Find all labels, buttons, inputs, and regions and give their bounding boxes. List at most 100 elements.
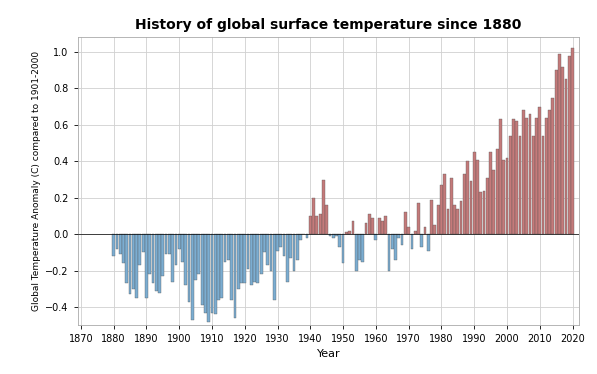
Bar (555, 70, 558, 234)
Bar (348, 231, 351, 234)
Bar (338, 234, 341, 247)
Bar (414, 231, 417, 234)
Y-axis label: Global Temperature Anomaly (C) compared to 1901-2000: Global Temperature Anomaly (C) compared … (32, 51, 41, 312)
Bar (260, 234, 263, 275)
Bar (132, 234, 135, 289)
Bar (411, 234, 413, 249)
Bar (473, 152, 476, 234)
Bar (398, 234, 400, 238)
Bar (250, 234, 253, 285)
Bar (165, 234, 168, 254)
Bar (129, 234, 131, 294)
Bar (233, 234, 236, 318)
Bar (184, 234, 187, 285)
Bar (204, 234, 207, 313)
Bar (394, 234, 397, 260)
Bar (345, 232, 348, 234)
Bar (112, 234, 115, 256)
Bar (469, 181, 472, 234)
Bar (257, 234, 259, 283)
Bar (457, 209, 459, 234)
Bar (496, 148, 498, 234)
Bar (237, 234, 239, 289)
Bar (522, 110, 525, 234)
Bar (532, 136, 534, 234)
Bar (135, 234, 138, 298)
Bar (371, 218, 374, 234)
Bar (224, 234, 226, 261)
Bar (220, 234, 223, 298)
Bar (116, 234, 118, 249)
Bar (528, 114, 531, 234)
Bar (227, 234, 230, 260)
Bar (466, 161, 469, 234)
Bar (447, 209, 450, 234)
Bar (424, 227, 426, 234)
Bar (453, 205, 456, 234)
Bar (519, 136, 522, 234)
Bar (420, 234, 423, 247)
Bar (381, 221, 384, 234)
Bar (279, 234, 282, 247)
Bar (541, 136, 544, 234)
Bar (139, 234, 141, 265)
Bar (230, 234, 233, 300)
Bar (319, 214, 322, 234)
Bar (312, 198, 315, 234)
Bar (476, 160, 479, 234)
Bar (391, 234, 393, 249)
Bar (525, 117, 528, 234)
X-axis label: Year: Year (316, 349, 340, 359)
Bar (427, 234, 430, 251)
Bar (290, 234, 292, 258)
Bar (374, 234, 377, 240)
Bar (506, 158, 509, 234)
Bar (430, 200, 433, 234)
Bar (119, 234, 122, 254)
Bar (489, 152, 492, 234)
Title: History of global surface temperature since 1880: History of global surface temperature si… (135, 18, 522, 32)
Bar (158, 234, 161, 292)
Bar (198, 234, 200, 275)
Bar (502, 160, 505, 234)
Bar (141, 234, 144, 252)
Bar (571, 48, 574, 234)
Bar (417, 203, 420, 234)
Bar (463, 174, 466, 234)
Bar (404, 212, 407, 234)
Bar (368, 214, 371, 234)
Bar (387, 234, 390, 271)
Bar (548, 110, 551, 234)
Bar (315, 216, 318, 234)
Bar (407, 227, 410, 234)
Bar (355, 234, 358, 271)
Bar (178, 234, 181, 249)
Bar (565, 79, 567, 234)
Bar (358, 234, 361, 260)
Bar (384, 216, 387, 234)
Bar (181, 234, 184, 261)
Bar (194, 234, 197, 280)
Bar (486, 178, 489, 234)
Bar (335, 234, 338, 236)
Bar (174, 234, 177, 265)
Bar (444, 174, 446, 234)
Bar (207, 234, 210, 322)
Bar (561, 67, 564, 234)
Bar (244, 234, 246, 283)
Bar (306, 234, 309, 238)
Bar (266, 234, 269, 265)
Bar (161, 234, 164, 276)
Bar (214, 234, 217, 315)
Bar (322, 180, 325, 234)
Bar (401, 234, 404, 245)
Bar (201, 234, 204, 305)
Bar (122, 234, 125, 263)
Bar (515, 121, 518, 234)
Bar (352, 221, 355, 234)
Bar (152, 234, 155, 283)
Bar (286, 234, 289, 282)
Bar (240, 234, 243, 283)
Bar (493, 171, 496, 234)
Bar (440, 185, 443, 234)
